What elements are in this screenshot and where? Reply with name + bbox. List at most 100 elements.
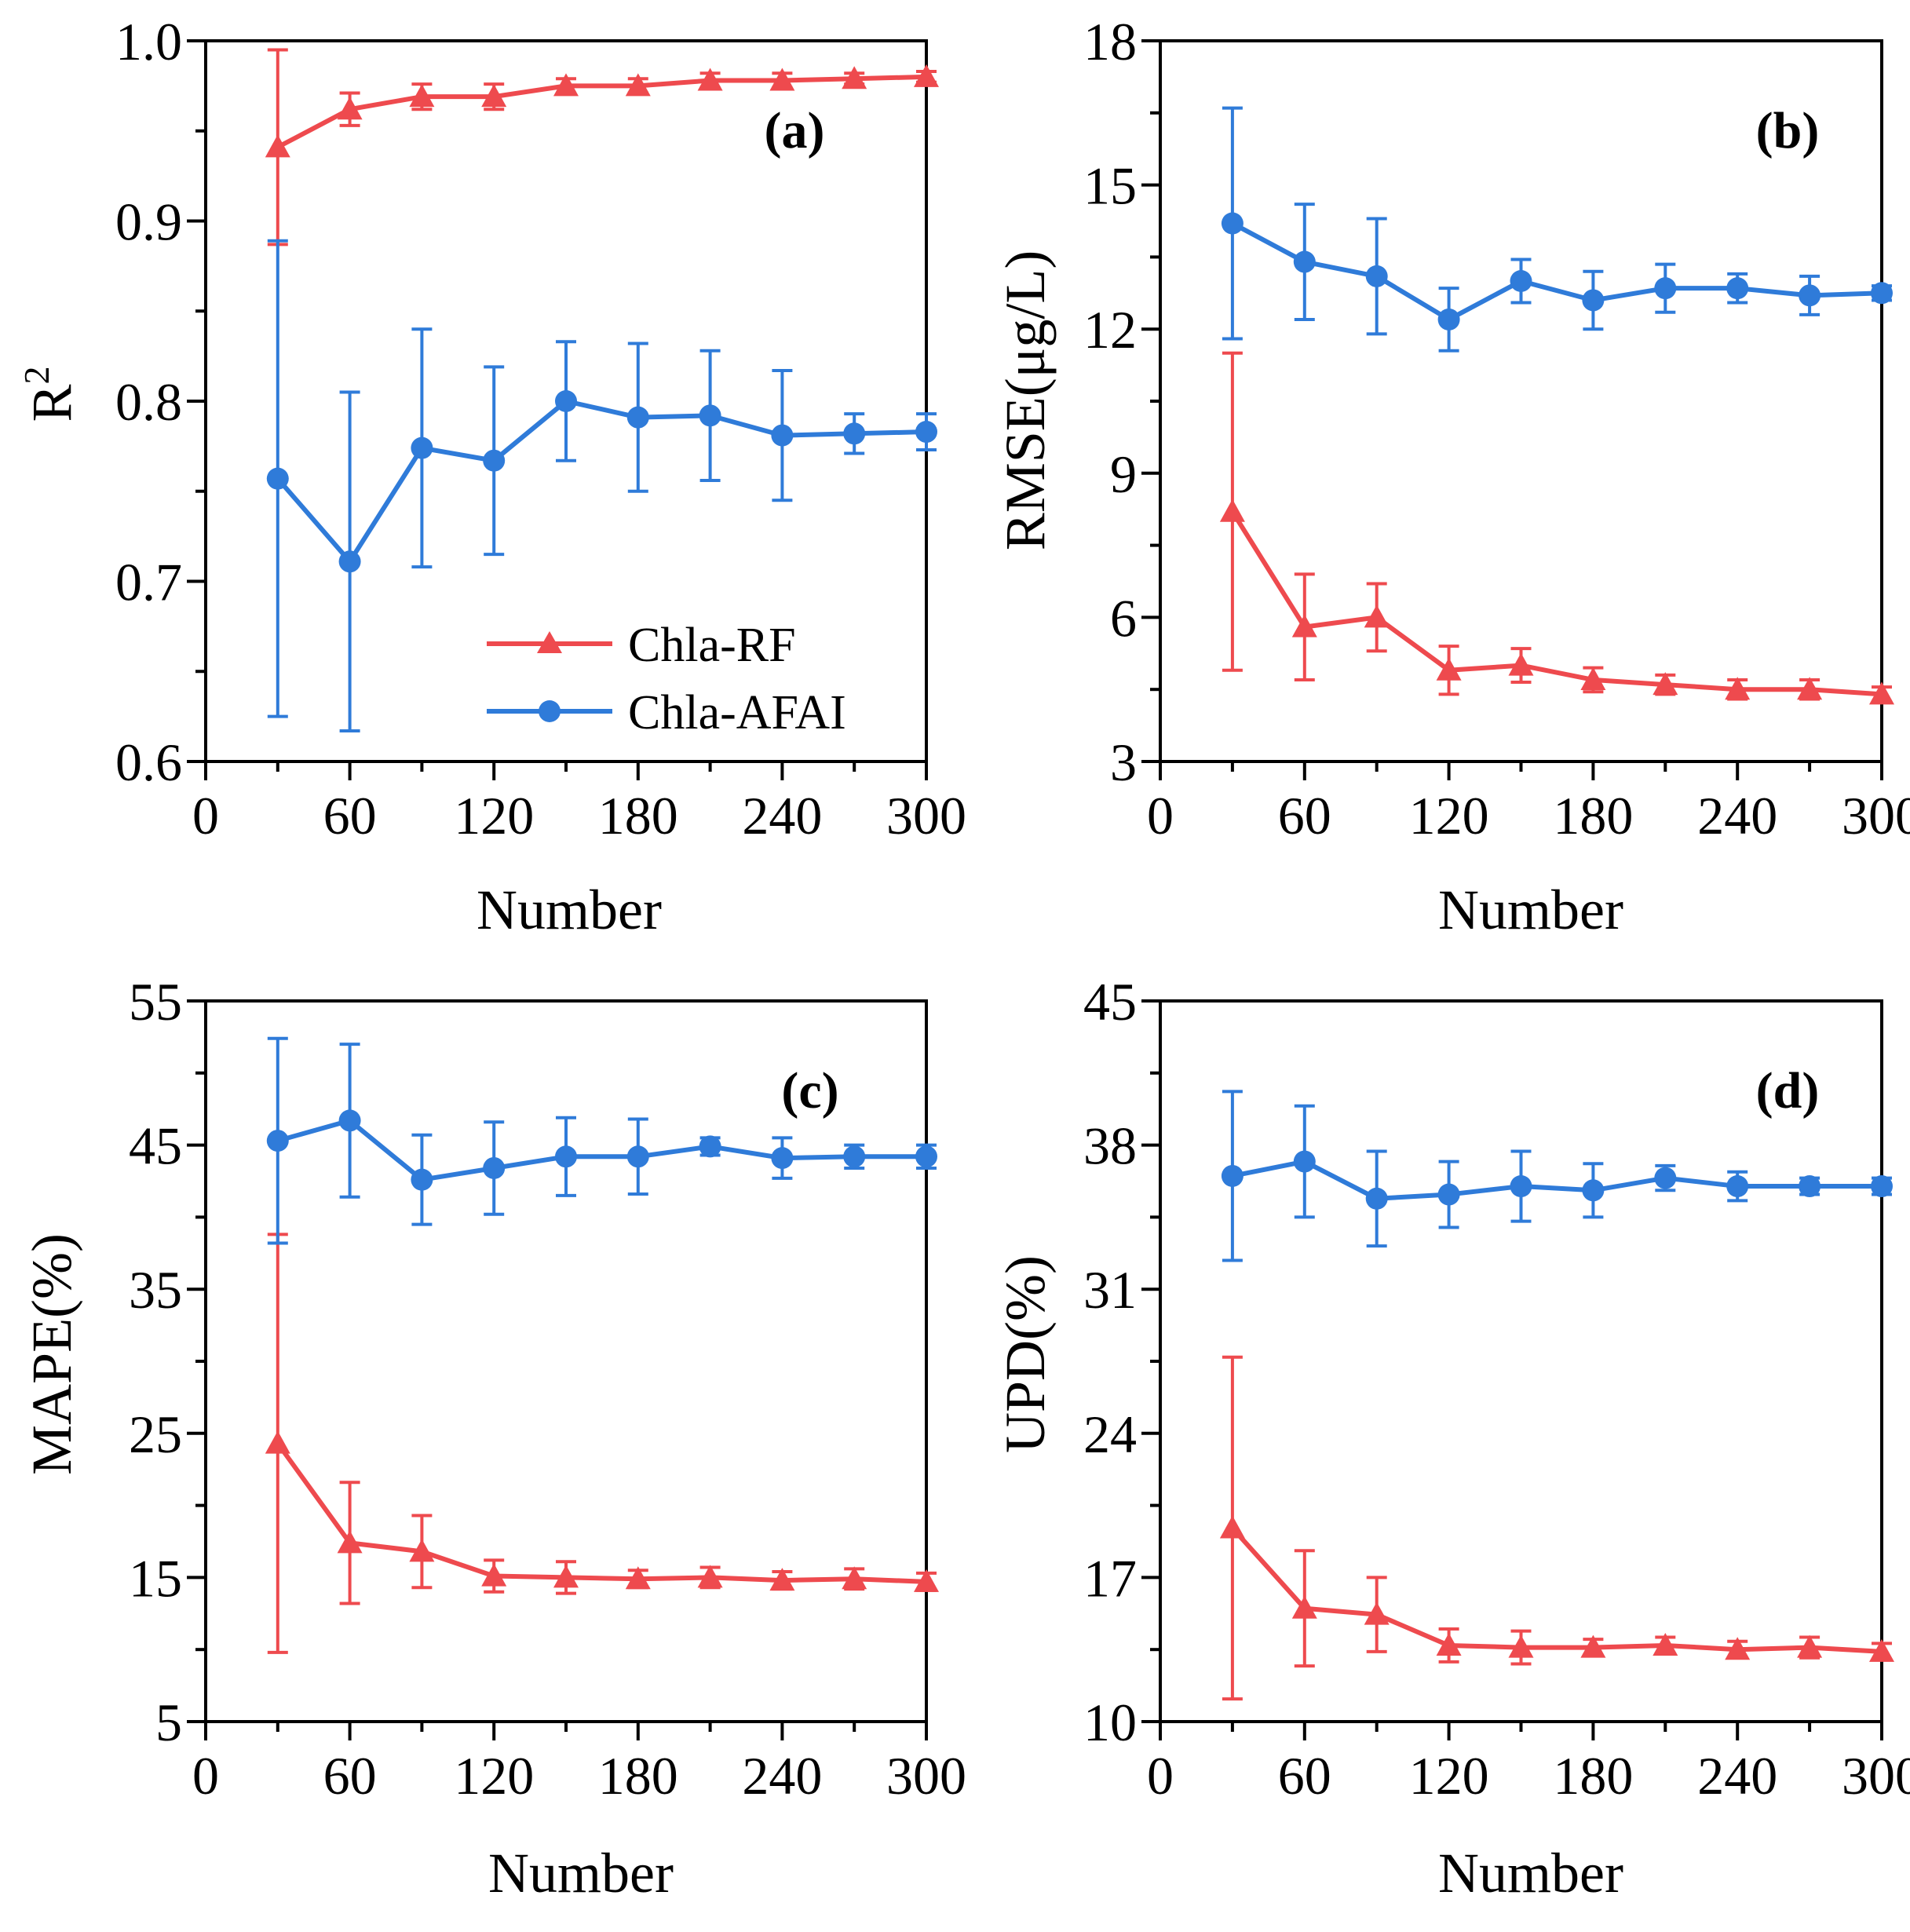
panel-a-rf-point: [409, 84, 435, 108]
panel-a-y-tick-label: 0.8: [115, 372, 182, 432]
panel-c: (c) Number MAPE(%) 0 60 120 180 240 300 5 15 25 3…: [20, 972, 966, 1905]
panel-a-rf-point: [769, 68, 795, 91]
panel-c-x-tick-label: 180: [598, 1746, 678, 1806]
panel-a-y-axis-title: R2: [16, 366, 83, 422]
panel-c-rf-point: [265, 1430, 290, 1454]
panel-c-rf-point: [409, 1539, 435, 1562]
panel-a-rf-point: [481, 84, 507, 108]
panel-b-rf-point: [1436, 657, 1462, 681]
panel-a-y-tick-label: 1.0: [115, 12, 182, 71]
panel-c-rf-point: [553, 1565, 579, 1588]
panel-a-rf-point: [553, 73, 579, 97]
panel-d-afai-point: [1510, 1175, 1532, 1198]
panel-c-rf-point: [914, 1569, 939, 1592]
panel-d-afai-point: [1799, 1175, 1821, 1198]
panel-c-y-tick-label: 15: [129, 1548, 182, 1608]
panel-b-rf-point: [1653, 672, 1678, 696]
panel-a-y-axis-title-main: R: [20, 384, 83, 422]
panel-d-afai-point: [1293, 1150, 1316, 1173]
panel-c-label: (c): [781, 1062, 838, 1119]
panel-c-y-tick-label: 35: [129, 1260, 182, 1320]
panel-c-y-tick-label: 25: [129, 1404, 182, 1464]
panel-a-x-tick-label: 60: [323, 786, 377, 845]
panel-d-rf-point: [1580, 1634, 1606, 1658]
panel-a-afai-point: [266, 467, 289, 490]
panel-d-afai-point: [1365, 1187, 1388, 1210]
panel-c-afai-point: [555, 1145, 577, 1168]
panel-a-x-tick-label: 240: [742, 786, 822, 845]
panel-a-afai-point: [699, 404, 721, 427]
panel-d-y-tick-label: 10: [1083, 1693, 1137, 1752]
panel-a-afai-series-line: [276, 399, 927, 564]
panel-c-x-tick-label: 60: [323, 1746, 377, 1806]
panel-d-label: (d): [1756, 1062, 1820, 1119]
panel-a-x-tick-label: 300: [886, 786, 966, 845]
panel-c-afai-point: [699, 1135, 721, 1158]
panel-b-rf-point: [1725, 677, 1751, 700]
panel-d-rf-point: [1291, 1595, 1317, 1619]
panel-a-label: (a): [765, 102, 825, 159]
legend-afai-label: Chla-AFAI: [628, 686, 846, 740]
panel-b-y-tick-label: 15: [1083, 156, 1137, 216]
panel-d-afai-point: [1654, 1167, 1677, 1189]
panel-c-afai-point: [338, 1109, 361, 1132]
panel-b-afai-point: [1510, 270, 1532, 292]
legend-afai-marker: [539, 700, 561, 722]
panel-d-x-tick-label: 300: [1842, 1746, 1910, 1806]
panel-b: (b) Number RMSE(μg/L) 0 60 120 180 240 300 3 6 9…: [994, 12, 1910, 941]
panel-b-label: (b): [1756, 102, 1820, 159]
panel-b-afai-point: [1293, 250, 1316, 273]
panel-b-y-tick-label: 9: [1110, 444, 1137, 504]
panel-a-rf-point: [914, 64, 939, 87]
panel-c-x-tick-label: 240: [742, 1746, 822, 1806]
panel-d-afai-point: [1726, 1175, 1749, 1198]
panel-d-rf-series-line: [1230, 1526, 1883, 1654]
panel-b-rf-series-line: [1230, 510, 1883, 697]
panel-b-y-tick-label: 18: [1083, 12, 1137, 71]
panel-d-x-tick-label: 120: [1409, 1746, 1489, 1806]
panel-d-afai-point: [1437, 1183, 1460, 1206]
panel-a-y-tick-label: 0.9: [115, 192, 182, 252]
panel-c-afai-point: [771, 1147, 794, 1170]
panel-a-afai-point: [915, 421, 937, 444]
panel-c-y-tick-label: 5: [155, 1693, 182, 1752]
panel-d-rf-point: [1508, 1634, 1534, 1658]
panel-a-y-tick-label: 0.7: [115, 553, 182, 612]
panel-a-legend: Chla-RF Chla-AFAI: [487, 619, 846, 740]
panel-d-x-tick-label: 0: [1147, 1746, 1174, 1806]
panel-a-rf-series-line: [276, 74, 927, 150]
panel-d-y-tick-label: 38: [1083, 1116, 1137, 1176]
panel-c-afai-point: [915, 1145, 937, 1168]
panel-c-rf-point: [481, 1563, 507, 1587]
panel-c-rf-point: [697, 1565, 723, 1588]
panel-b-x-axis-title: Number: [1438, 878, 1623, 941]
panel-d-afai-series-line: [1232, 1159, 1882, 1201]
panel-c-rf-point: [625, 1566, 651, 1590]
panel-a-rf-point: [265, 134, 290, 158]
panel-a-x-tick-label: 0: [192, 786, 219, 845]
panel-a-afai-point: [483, 449, 506, 472]
panel-d-x-tick-label: 240: [1697, 1746, 1777, 1806]
legend-rf-marker: [537, 631, 562, 653]
panel-a-afai-point: [626, 406, 649, 429]
panel-c-y-axis-title: MAPE(%): [20, 1233, 83, 1475]
panel-d-x-axis-title: Number: [1438, 1842, 1623, 1905]
panel-b-x-tick-label: 0: [1147, 786, 1174, 845]
panel-d-rf-point: [1725, 1637, 1751, 1660]
legend-rf-label: Chla-RF: [628, 619, 796, 672]
panel-d-x-tick-label: 180: [1553, 1746, 1633, 1806]
panel-c-rf-series-line: [276, 1441, 927, 1584]
panel-d-rf-point: [1869, 1638, 1894, 1662]
panel-b-afai-point: [1871, 282, 1893, 305]
panel-b-afai-point: [1437, 308, 1460, 331]
panel-a-rf-point: [625, 73, 651, 97]
panel-c-y-tick-label: 45: [129, 1116, 182, 1176]
panel-b-rf-point: [1580, 667, 1606, 690]
panel-b-afai-point: [1799, 284, 1821, 307]
panel-b-afai-point: [1365, 265, 1388, 287]
panel-b-rf-point: [1869, 681, 1894, 705]
panel-d-afai-point: [1221, 1164, 1244, 1187]
panel-d-rf-point: [1364, 1601, 1390, 1625]
panel-d-y-tick-label: 24: [1083, 1404, 1137, 1464]
